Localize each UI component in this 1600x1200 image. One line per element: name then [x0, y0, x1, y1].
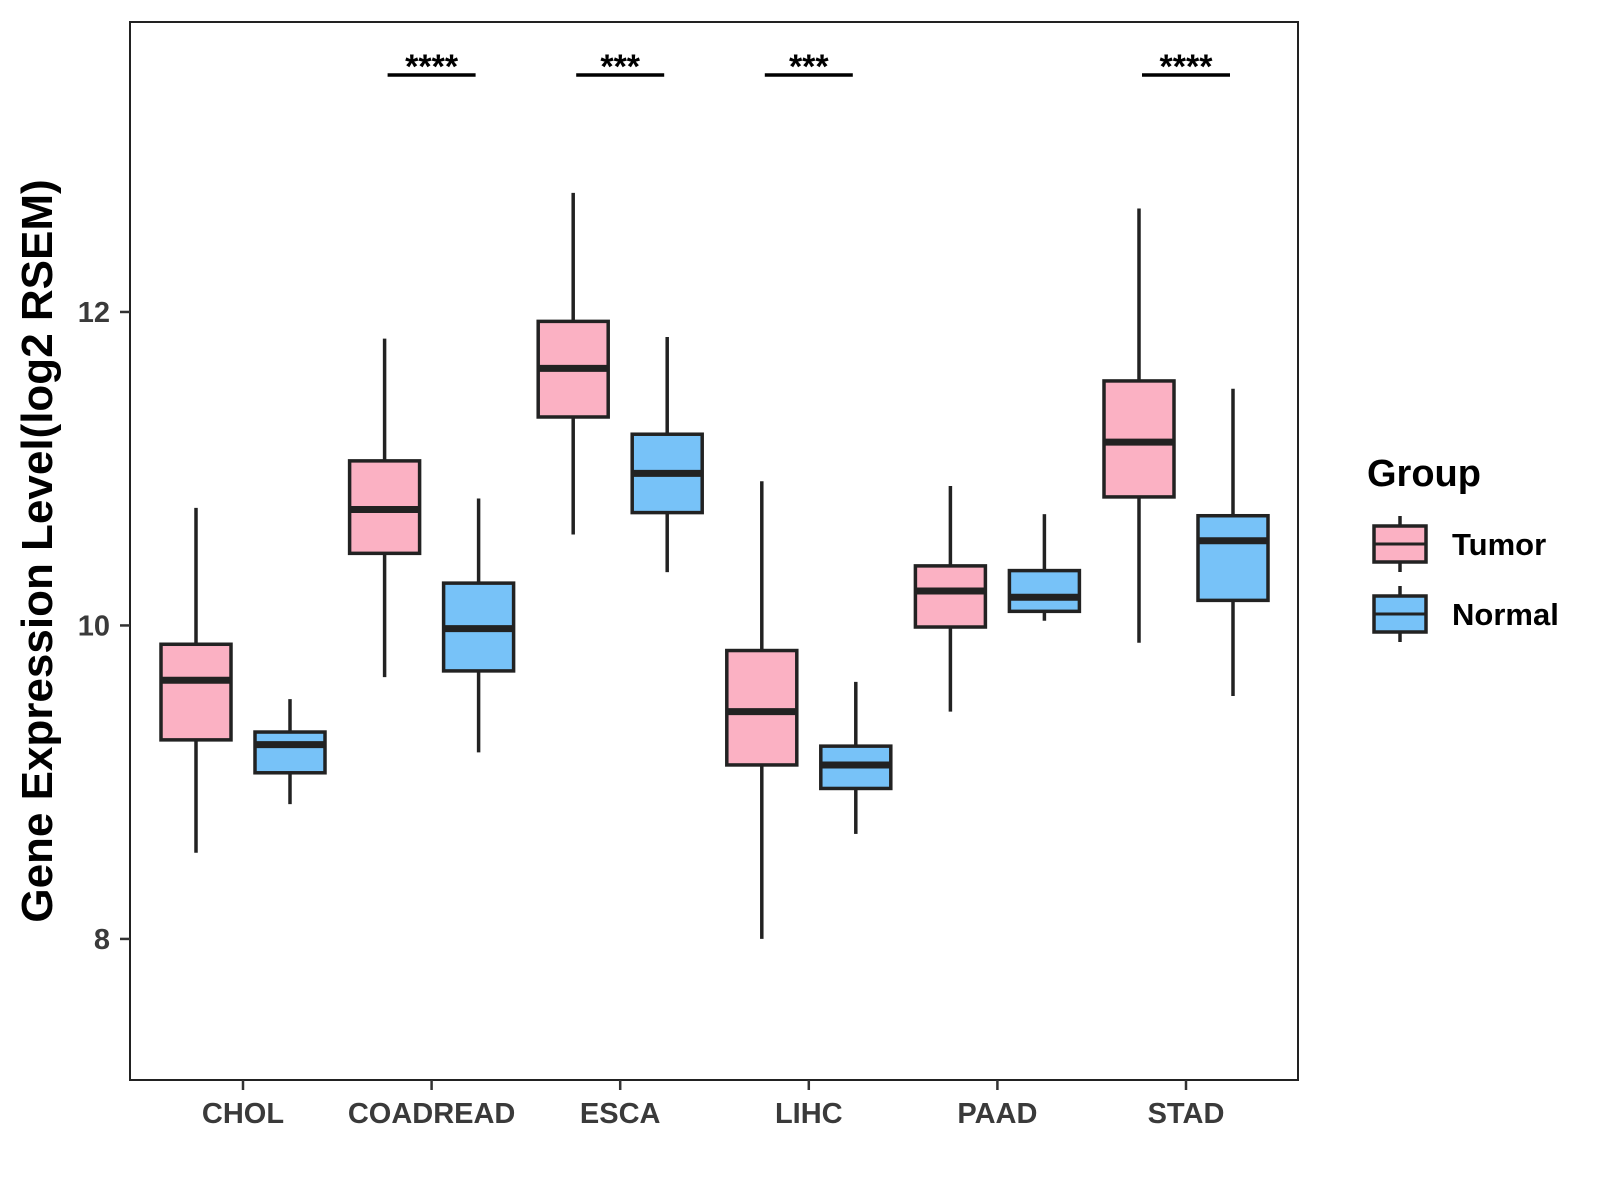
- box-iqr: [725, 648, 799, 767]
- box-iqr: [1196, 513, 1270, 603]
- legend-label-normal: Normal: [1452, 597, 1559, 632]
- x-tick-label: ESCA: [580, 1098, 661, 1130]
- box-normal-lihc: [819, 681, 893, 834]
- x-tick-label: COADREAD: [348, 1098, 516, 1130]
- box-iqr: [913, 564, 988, 629]
- y-tick-label: 10: [78, 610, 110, 642]
- significance-layer: **** *** *** ****: [387, 48, 1230, 86]
- y-tick-label: 12: [78, 297, 110, 329]
- box-iqr: [253, 730, 327, 775]
- box-tumor-coadread: [347, 338, 422, 678]
- box-normal-esca: [630, 337, 704, 573]
- x-tick-label: STAD: [1148, 1098, 1225, 1130]
- boxes-layer: [159, 192, 1270, 939]
- significance-label-coadread: ****: [405, 48, 459, 86]
- significance-label-lihc: ***: [789, 48, 829, 86]
- box-tumor-paad: [913, 485, 988, 712]
- box-tumor-esca: [536, 192, 610, 535]
- significance-label-esca: ***: [600, 48, 640, 86]
- y-axis-title: Gene Expression Level(log2 RSEM): [13, 179, 62, 922]
- box-normal-paad: [1007, 514, 1082, 621]
- legend: Group Tumor Normal: [1367, 453, 1559, 642]
- legend-item-tumor: Tumor: [1372, 516, 1546, 572]
- x-tick-label: PAAD: [957, 1098, 1037, 1130]
- box-normal-chol: [253, 699, 327, 805]
- legend-title: Group: [1367, 453, 1481, 495]
- y-axis: 8 10 12: [78, 297, 130, 956]
- box-iqr: [159, 642, 233, 742]
- legend-label-tumor: Tumor: [1452, 527, 1546, 562]
- plot-panel-border: [129, 21, 1299, 1081]
- box-tumor-stad: [1102, 208, 1176, 643]
- box-iqr: [1007, 568, 1082, 614]
- box-tumor-chol: [159, 507, 233, 853]
- box-normal-coadread: [441, 498, 516, 753]
- x-tick-label: CHOL: [202, 1098, 284, 1130]
- box-tumor-lihc: [725, 481, 799, 939]
- significance-label-stad: ****: [1160, 48, 1214, 86]
- legend-item-normal: Normal: [1372, 586, 1559, 642]
- x-axis: CHOL COADREAD ESCA LIHC PAAD STAD: [202, 1080, 1224, 1130]
- y-tick-label: 8: [94, 924, 110, 956]
- x-tick-label: LIHC: [775, 1098, 843, 1130]
- box-normal-stad: [1196, 388, 1270, 696]
